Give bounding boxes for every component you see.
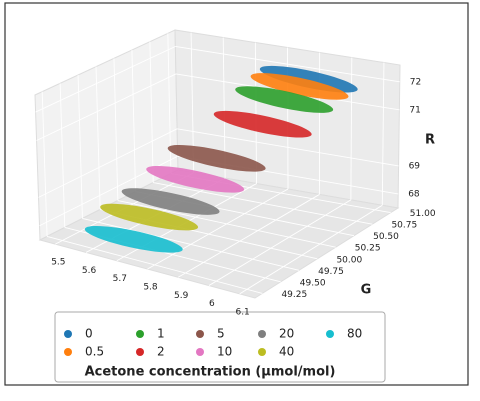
legend-marker: [326, 330, 334, 338]
y-grid-line: [153, 182, 373, 225]
y-grid-line: [59, 83, 66, 228]
cluster: [84, 226, 183, 253]
y-axis-title: G: [361, 283, 372, 298]
x-tick-label: 5.5: [51, 258, 65, 268]
z-tick-label: 69: [409, 161, 421, 171]
cluster: [250, 73, 349, 100]
y-grid-line: [46, 235, 263, 294]
z-axis-title: R: [425, 133, 435, 148]
y-tick-label: 51.00: [410, 209, 436, 219]
x-grid-line: [147, 188, 289, 270]
z-grid-line: [175, 46, 400, 83]
legend-marker: [64, 330, 72, 338]
y-tick-label: 49.25: [281, 290, 307, 300]
legend-title: Acetone concentration (μmol/mol): [85, 365, 336, 380]
x-grid-line: [177, 194, 320, 278]
legend-marker: [136, 330, 144, 338]
x-tick-label: 6.1: [235, 307, 249, 317]
legend-label: 40: [279, 345, 294, 359]
legend-marker: [196, 348, 204, 356]
cluster: [121, 188, 220, 215]
y-tick-label: 50.50: [373, 232, 399, 242]
x-grid-line: [350, 57, 353, 200]
legend-label: 0.5: [85, 345, 104, 359]
x-tick-label: 6: [209, 299, 215, 309]
x-grid-line: [254, 42, 258, 184]
x-tick-label: 5.8: [143, 283, 158, 293]
frame: [4, 2, 469, 386]
z-grid-line: [35, 46, 176, 113]
legend-label: 2: [157, 345, 165, 359]
legend-label: 5: [217, 327, 225, 341]
cluster: [167, 145, 266, 172]
legend-label: 80: [347, 327, 362, 341]
y-grid-line: [117, 200, 336, 248]
legend-marker: [258, 330, 266, 338]
y-grid-line: [131, 49, 136, 192]
legend-marker: [196, 330, 204, 338]
y-grid-line: [95, 66, 101, 210]
x-grid-line: [208, 199, 352, 286]
cluster: [100, 203, 199, 231]
z-grid-line: [38, 128, 178, 198]
legend-label: 1: [157, 327, 165, 341]
cluster: [259, 65, 358, 93]
legend-label: 10: [217, 345, 232, 359]
z-tick-label: 72: [410, 77, 421, 87]
cluster: [213, 110, 312, 138]
z-tick-label: 68: [408, 189, 420, 199]
z-tick-label: 71: [409, 105, 420, 115]
x-grid-line: [239, 204, 383, 295]
z-grid-line: [177, 128, 399, 167]
x-tick-label: 5.9: [174, 291, 189, 301]
y-grid-line: [82, 218, 300, 271]
legend-marker: [258, 348, 266, 356]
y-tick-label: 50.25: [355, 244, 381, 254]
z-grid-line: [36, 73, 177, 141]
y-grid-line: [113, 58, 119, 201]
x-tick-label: 5.7: [113, 274, 127, 284]
y-grid-line: [41, 91, 48, 237]
legend-box: [54, 311, 386, 383]
y-grid-line: [77, 74, 83, 219]
x-tick-label: 5.6: [82, 266, 97, 276]
clusters: [84, 65, 358, 253]
legend-marker: [64, 348, 72, 356]
legend-marker: [136, 348, 144, 356]
y-tick-label: 49.75: [318, 267, 344, 277]
y-tick-label: 50.75: [391, 221, 417, 231]
y-tick-label: 50.00: [336, 255, 362, 265]
cluster: [146, 166, 245, 193]
cluster: [235, 86, 334, 113]
legend-label: 20: [279, 327, 294, 341]
y-tick-label: 49.50: [300, 278, 326, 288]
x-grid-line: [381, 62, 385, 206]
legend-label: 0: [85, 327, 93, 341]
y-grid-line: [149, 41, 154, 183]
